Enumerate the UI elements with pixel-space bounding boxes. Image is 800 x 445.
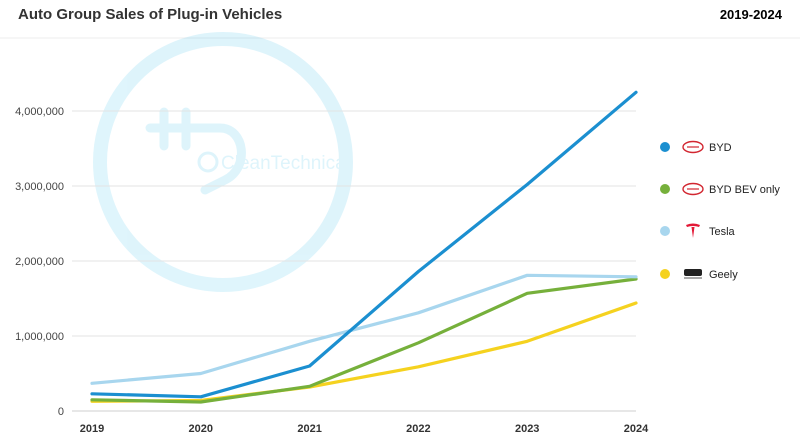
byd-logo-icon bbox=[682, 140, 704, 154]
legend-swatch bbox=[660, 226, 670, 236]
watermark-logo-icon bbox=[197, 151, 219, 173]
cleantechnica-watermark: CleanTechnica bbox=[93, 32, 353, 292]
y-tick-label: 4,000,000 bbox=[15, 106, 64, 118]
legend-label: Tesla bbox=[709, 226, 736, 238]
tesla-logo-icon bbox=[686, 223, 700, 238]
legend-label: BYD BEV only bbox=[709, 184, 780, 196]
legend-label: Geely bbox=[709, 269, 738, 281]
legend-label: BYD bbox=[709, 142, 732, 154]
legend-swatch bbox=[660, 269, 670, 279]
y-tick-label: 1,000,000 bbox=[15, 331, 64, 343]
chart-title: Auto Group Sales of Plug-in Vehicles bbox=[18, 6, 282, 23]
x-tick-label: 2021 bbox=[297, 423, 321, 435]
x-tick-label: 2022 bbox=[406, 423, 430, 435]
series-line-tesla bbox=[90, 273, 638, 385]
date-range-label: 2019-2024 bbox=[720, 7, 783, 22]
geely-logo-icon bbox=[684, 269, 702, 279]
series-line-byd-bev-only bbox=[90, 277, 638, 404]
legend-item: BYD BEV only bbox=[660, 182, 780, 196]
legend-item: Geely bbox=[660, 269, 738, 281]
series-lines bbox=[90, 90, 638, 404]
grid bbox=[72, 110, 636, 412]
y-tick-label: 2,000,000 bbox=[15, 256, 64, 268]
legend-swatch bbox=[660, 142, 670, 152]
watermark-ring bbox=[93, 32, 353, 292]
plug-icon bbox=[145, 107, 246, 195]
y-tick-label: 0 bbox=[58, 406, 64, 418]
legend-item: BYD bbox=[660, 140, 732, 154]
x-tick-label: 2020 bbox=[189, 423, 213, 435]
x-tick-label: 2023 bbox=[515, 423, 539, 435]
legend-item: Tesla bbox=[660, 223, 736, 238]
byd-logo-icon bbox=[682, 182, 704, 196]
x-axis: 2019 2020 2021 2022 2023 2024 bbox=[80, 423, 649, 435]
watermark-text: CleanTechnica bbox=[221, 153, 346, 174]
x-tick-label: 2019 bbox=[80, 423, 104, 435]
y-axis: 0 1,000,000 2,000,000 3,000,000 4,000,000 bbox=[15, 106, 64, 418]
series-line-byd bbox=[90, 90, 638, 399]
x-tick-label: 2024 bbox=[624, 423, 649, 435]
y-tick-label: 3,000,000 bbox=[15, 181, 64, 193]
legend-swatch bbox=[660, 184, 670, 194]
legend: BYD BYD BEV only Tesla Geely bbox=[660, 140, 780, 281]
